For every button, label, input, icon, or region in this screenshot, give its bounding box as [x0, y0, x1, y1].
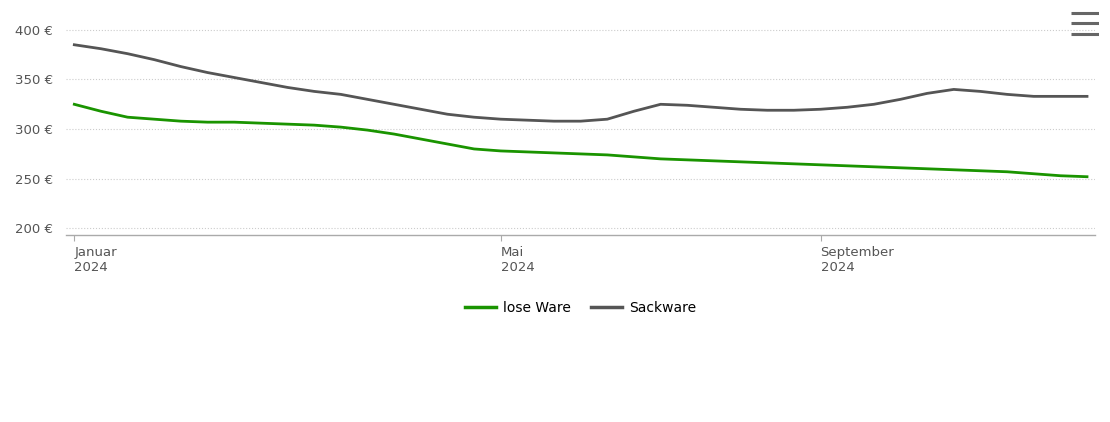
Legend: lose Ware, Sackware: lose Ware, Sackware — [460, 296, 702, 321]
